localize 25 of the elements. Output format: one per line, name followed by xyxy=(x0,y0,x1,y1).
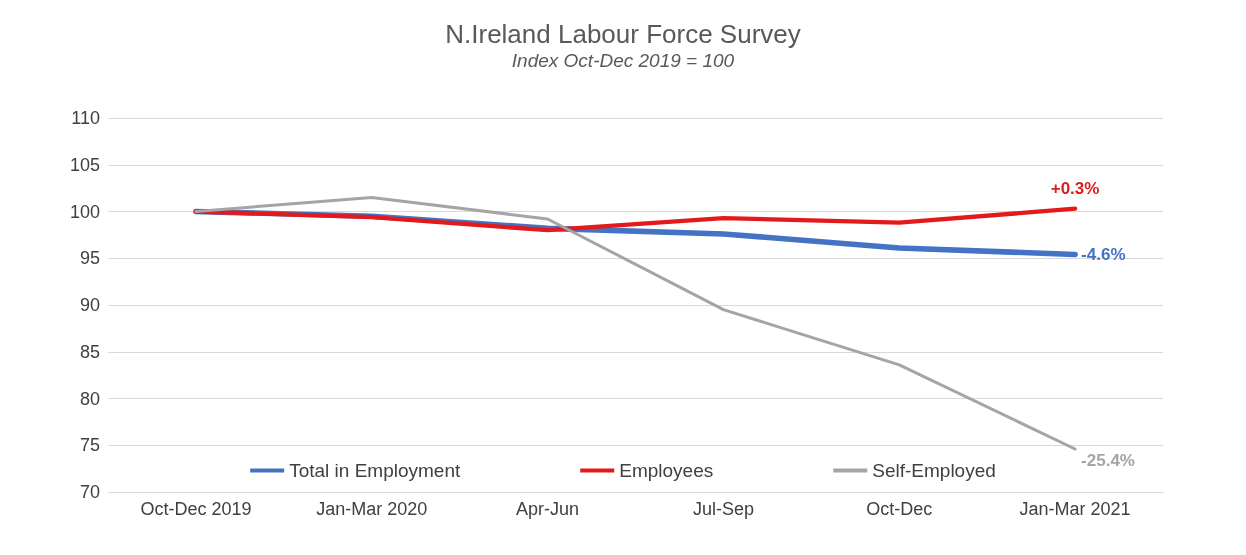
x-tick-label: Oct-Dec xyxy=(866,499,933,519)
y-tick-label: 110 xyxy=(71,108,100,128)
y-tick-label: 70 xyxy=(79,482,100,502)
legend-label: Self-Employed xyxy=(872,460,996,481)
line-series xyxy=(194,195,1077,451)
annotation: -4.6% xyxy=(1081,245,1126,265)
chart-title: N.Ireland Labour Force Survey xyxy=(445,19,801,49)
line-series xyxy=(193,206,1078,233)
annotation: -25.4% xyxy=(1081,451,1135,471)
y-tick-label: 90 xyxy=(79,295,100,315)
x-tick-label: Jul-Sep xyxy=(692,499,754,519)
y-tick-label: 85 xyxy=(79,341,100,362)
legend-label: Total in Employment xyxy=(289,460,461,481)
y-tick-label: 95 xyxy=(79,248,100,269)
x-tick-label: Oct-Dec 2019 xyxy=(140,499,252,519)
annotation: +0.3% xyxy=(1050,178,1100,198)
y-tick-label: 105 xyxy=(69,154,100,175)
x-tick-label: Jan-Mar 2020 xyxy=(316,499,428,519)
x-tick-label: Apr-Jun xyxy=(516,499,580,519)
y-tick-label: 80 xyxy=(79,388,100,409)
y-tick-label: 100 xyxy=(69,201,100,222)
chart-subtitle: Index Oct-Dec 2019 = 100 xyxy=(511,50,735,71)
y-tick-label: 75 xyxy=(79,435,100,456)
x-tick-label: Jan-Mar 2021 xyxy=(1019,499,1131,519)
legend-label: Employees xyxy=(619,460,714,481)
